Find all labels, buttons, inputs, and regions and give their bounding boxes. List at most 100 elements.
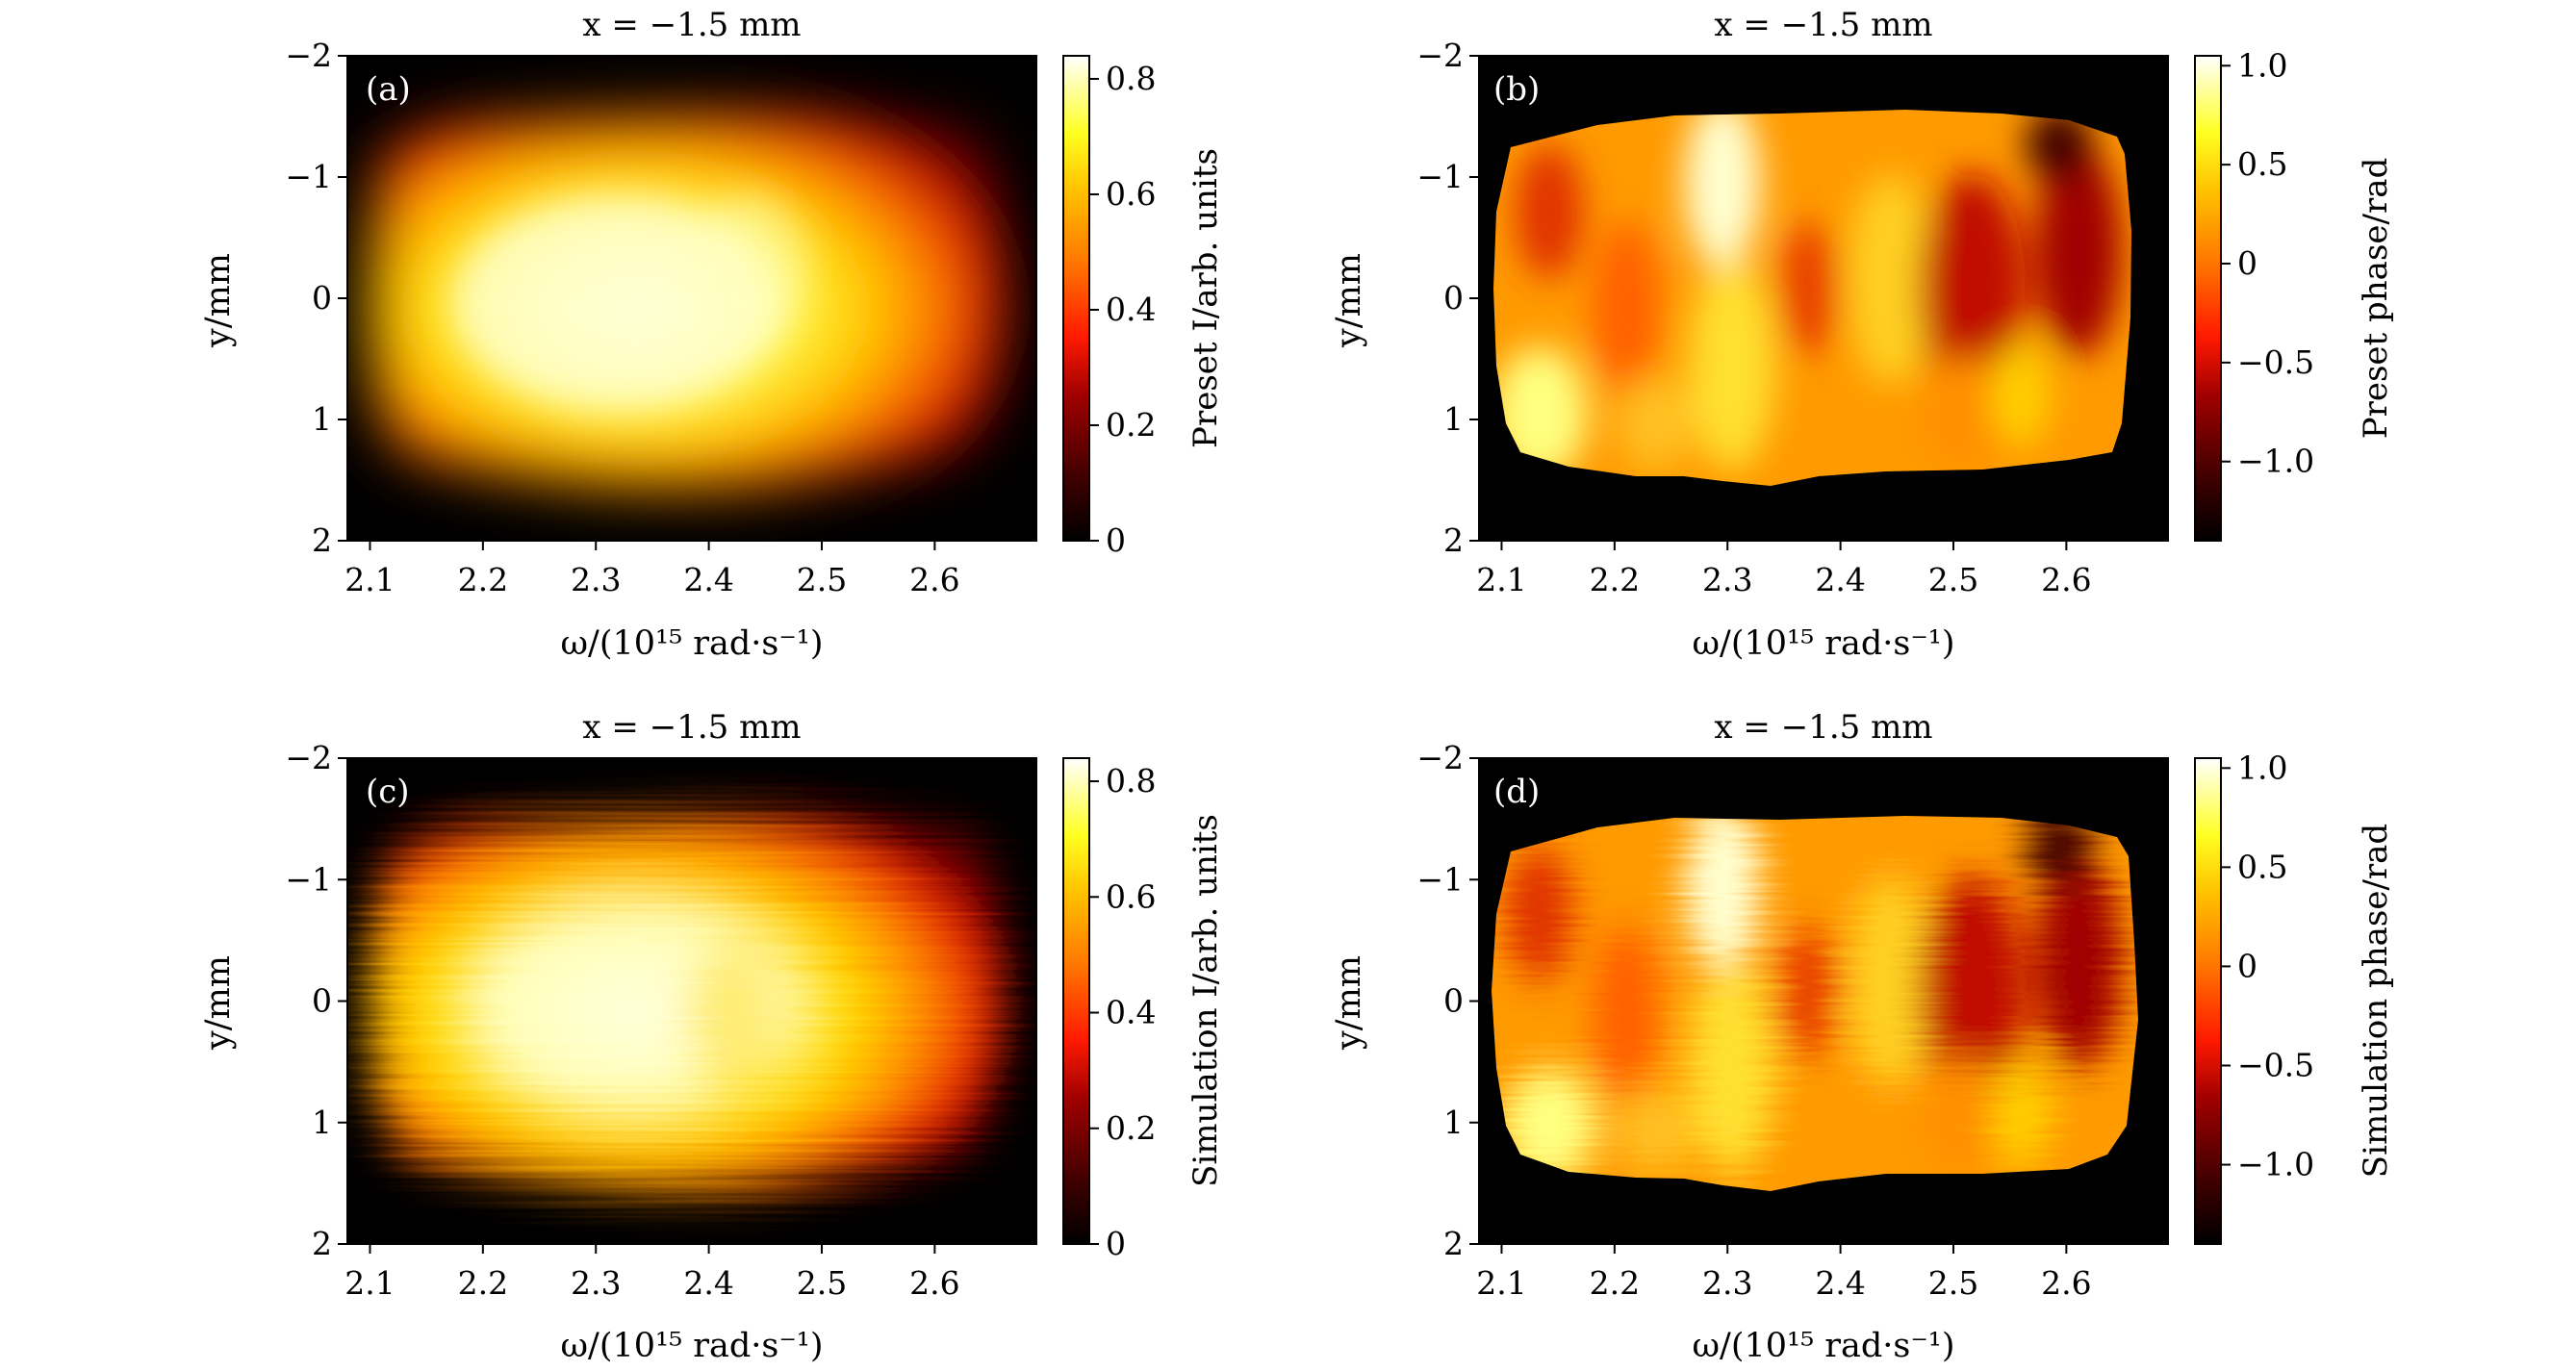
panel-c-ytick-label: −1 <box>285 860 332 898</box>
panel-a-xtick-label: 2.5 <box>797 561 847 598</box>
panel-c-xtick-label: 2.1 <box>344 1264 395 1302</box>
panel-d-ytick-label: 0 <box>1443 982 1464 1020</box>
panel-d-cbtick-label: 0.5 <box>2237 848 2287 885</box>
panel-b-xtick-label: 2.4 <box>1815 561 1865 598</box>
panel-c-ytick-label: 0 <box>312 982 332 1020</box>
panel-c-colorbar-ticks: 0 0.2 0.4 0.6 0.8 <box>1089 762 1156 1262</box>
panel-b-cbtick-label: 0.5 <box>2237 145 2287 183</box>
panel-a-cbtick-label: 0.4 <box>1106 291 1156 328</box>
panel-a-xtick-label: 2.4 <box>683 561 733 598</box>
panel-b-xtick-label: 2.2 <box>1590 561 1640 598</box>
panel-b-yticks: −2 −1 0 1 2 <box>1416 37 1479 559</box>
panel-a-ylabel: y/mm <box>199 253 238 348</box>
panel-a-xtick-label: 2.6 <box>909 561 959 598</box>
panel-c-heatmap <box>347 758 1036 1244</box>
panel-b-xlabel: ω/(10¹⁵ rad·s⁻¹) <box>1693 624 1955 663</box>
panel-c-xtick-label: 2.5 <box>797 1264 847 1302</box>
panel-b-title: x = −1.5 mm <box>1714 6 1932 44</box>
panel-a-xtick-label: 2.2 <box>458 561 508 598</box>
panel-d-ytick-label: 1 <box>1443 1104 1464 1141</box>
panel-c-yticks: −2 −1 0 1 2 <box>285 739 347 1262</box>
panel-d-yticks: −2 −1 0 1 2 <box>1416 739 1479 1262</box>
panel-c-cbtick-label: 0 <box>1106 1225 1126 1262</box>
panel-b-cbtick-label: 0 <box>2237 244 2257 282</box>
panel-d-colorbar-label: Simulation phase/rad <box>2357 824 2395 1178</box>
panel-a-colorbar-label: Preset I/arb. units <box>1186 148 1225 448</box>
panel-c-xticks: 2.1 2.2 2.3 2.4 2.5 2.6 <box>344 1244 960 1302</box>
panel-d-xtick-label: 2.5 <box>1928 1264 1978 1302</box>
panel-b-xtick-label: 2.5 <box>1928 561 1978 598</box>
panel-d-xtick-label: 2.6 <box>2041 1264 2091 1302</box>
panel-d-title: x = −1.5 mm <box>1714 708 1932 747</box>
panel-d-xtick-label: 2.2 <box>1590 1264 1640 1302</box>
panel-c-cbtick-label: 0.2 <box>1106 1109 1156 1147</box>
panel-a-cbtick-label: 0.2 <box>1106 406 1156 444</box>
panel-b-ytick-label: 2 <box>1443 521 1464 559</box>
panel-d-cbtick-label: −0.5 <box>2237 1046 2314 1083</box>
panel-b-ytick-label: 0 <box>1443 279 1464 317</box>
panel-b-xtick-label: 2.6 <box>2041 561 2091 598</box>
panel-a-colorbar-ticks: 0 0.2 0.4 0.6 0.8 <box>1089 60 1156 559</box>
panel-d-heatmap <box>1479 758 2168 1244</box>
panel-c-colorbar <box>1062 757 1090 1245</box>
panel-c-xtick-label: 2.6 <box>909 1264 959 1302</box>
panel-d-colorbar-ticks: 1.0 0.5 0 −0.5 −1.0 <box>2221 749 2314 1183</box>
panel-d-tag: (d) <box>1493 773 1540 811</box>
panel-b-ylabel: y/mm <box>1330 253 1368 348</box>
panel-d-cbtick-label: 0 <box>2237 947 2257 984</box>
panel-a-ytick-label: 0 <box>312 279 332 317</box>
panel-d-xtick-label: 2.4 <box>1815 1264 1865 1302</box>
panel-d: x = −1.5 mm <box>1330 708 2395 1365</box>
panel-a-cbtick-label: 0.8 <box>1106 60 1156 97</box>
panel-c-xtick-label: 2.3 <box>571 1264 621 1302</box>
panel-c-cbtick-label: 0.8 <box>1106 762 1156 800</box>
panel-a-ytick-label: −2 <box>285 37 332 74</box>
panel-c-tag: (c) <box>366 773 410 811</box>
panel-b-xtick-label: 2.3 <box>1702 561 1752 598</box>
panel-b-tag: (b) <box>1493 70 1540 109</box>
panel-d-ytick-label: 2 <box>1443 1225 1464 1262</box>
panel-b-cbtick-label: −1.0 <box>2237 443 2314 480</box>
panel-a-xlabel: ω/(10¹⁵ rad·s⁻¹) <box>561 624 824 663</box>
panel-b-cbtick-label: 1.0 <box>2237 46 2287 84</box>
panel-d-ylabel: y/mm <box>1330 955 1368 1051</box>
panel-d-ytick-label: −1 <box>1416 860 1464 898</box>
panel-a-xticks: 2.1 2.2 2.3 2.4 2.5 2.6 <box>344 541 960 598</box>
panel-b-colorbar <box>2194 55 2222 542</box>
panel-a-colorbar <box>1062 55 1090 542</box>
panel-a-ytick-label: 1 <box>312 400 332 438</box>
panel-c-colorbar-label: Simulation I/arb. units <box>1186 814 1225 1187</box>
panel-b-xticks: 2.1 2.2 2.3 2.4 2.5 2.6 <box>1476 541 2092 598</box>
panel-c-ytick-label: −2 <box>285 739 332 776</box>
panel-d-cbtick-label: −1.0 <box>2237 1146 2314 1183</box>
panel-a-xtick-label: 2.3 <box>571 561 621 598</box>
panel-d-xtick-label: 2.1 <box>1476 1264 1526 1302</box>
panel-c-title: x = −1.5 mm <box>582 708 801 747</box>
panel-d-xticks: 2.1 2.2 2.3 2.4 2.5 2.6 <box>1476 1244 2092 1302</box>
panel-b: x = −1.5 mm <box>1330 6 2395 663</box>
panel-c-cbtick-label: 0.4 <box>1106 994 1156 1031</box>
panel-b-colorbar-label: Preset phase/rad <box>2357 158 2395 440</box>
panel-d-ytick-label: −2 <box>1416 739 1464 776</box>
panel-a-cbtick-label: 0.6 <box>1106 175 1156 213</box>
panel-b-xtick-label: 2.1 <box>1476 561 1526 598</box>
panel-b-heatmap <box>1479 56 2168 541</box>
panel-c-ytick-label: 2 <box>312 1225 332 1262</box>
panel-d-colorbar <box>2194 757 2222 1245</box>
panel-a-cbtick-label: 0 <box>1106 521 1126 559</box>
panel-a-title: x = −1.5 mm <box>582 6 801 44</box>
panel-c-xtick-label: 2.4 <box>683 1264 733 1302</box>
panel-d-cbtick-label: 1.0 <box>2237 749 2287 786</box>
panel-a-yticks: −2 −1 0 1 2 <box>285 37 347 559</box>
panel-a-ytick-label: 2 <box>312 521 332 559</box>
panel-a-ytick-label: −1 <box>285 158 332 195</box>
panel-c-xlabel: ω/(10¹⁵ rad·s⁻¹) <box>561 1327 824 1365</box>
panel-b-ytick-label: −2 <box>1416 37 1464 74</box>
panel-c-ytick-label: 1 <box>312 1104 332 1141</box>
panel-a-heatmap <box>347 56 1036 541</box>
panel-b-colorbar-ticks: 1.0 0.5 0 −0.5 −1.0 <box>2221 46 2314 480</box>
panel-c-ylabel: y/mm <box>199 955 238 1051</box>
